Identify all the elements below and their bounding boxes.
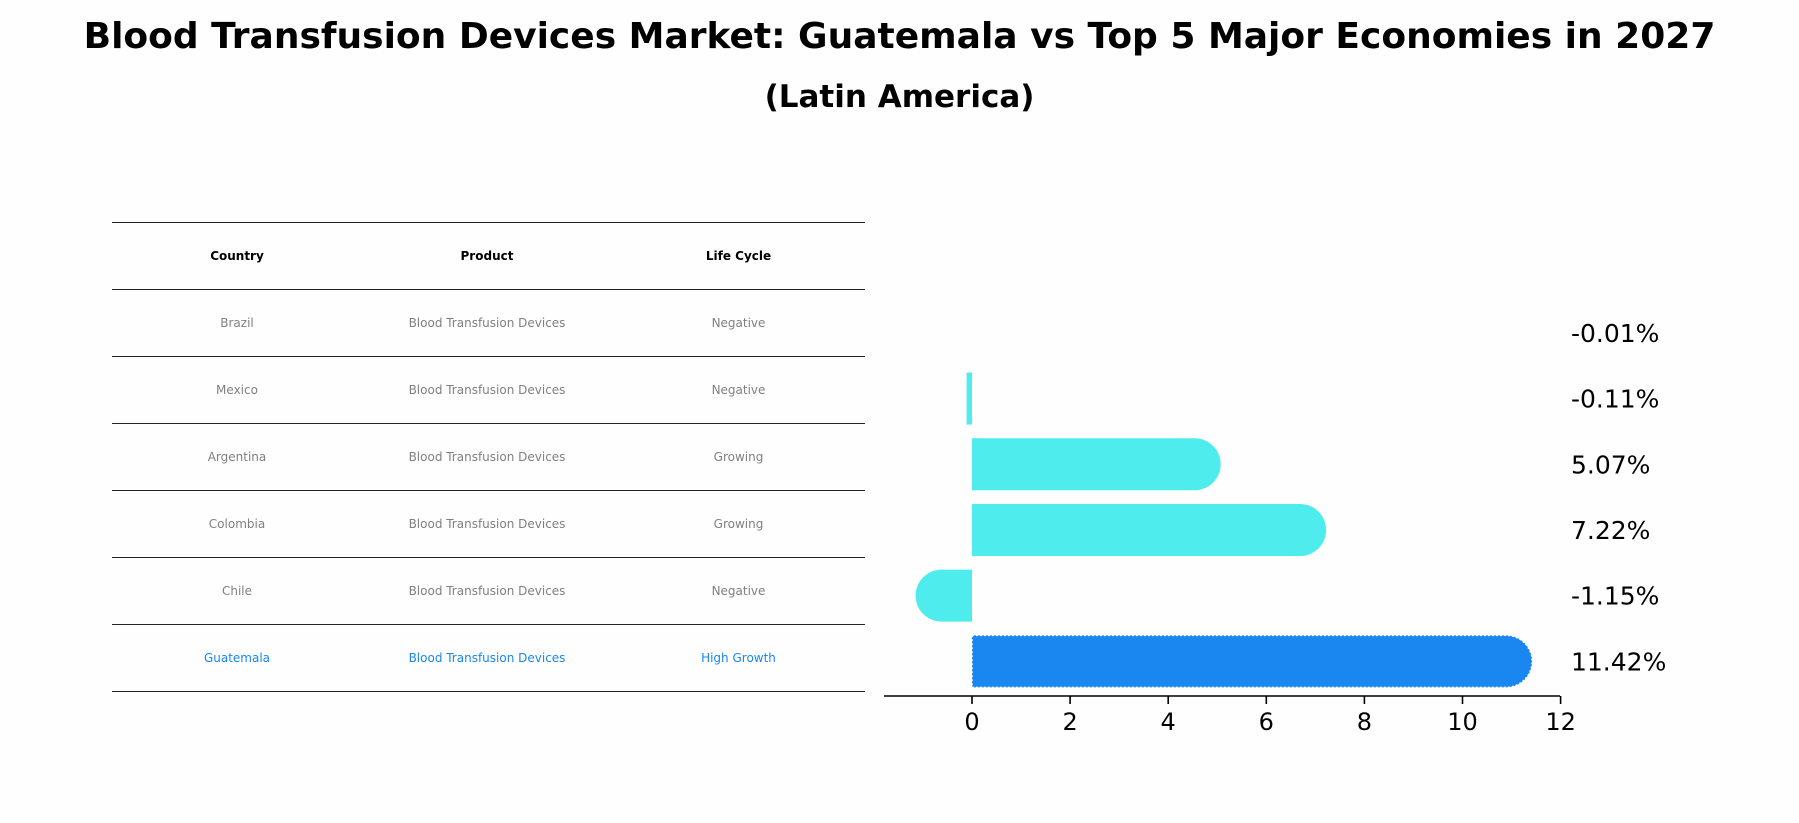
product-cell: Blood Transfusion Devices (362, 490, 612, 558)
header-country: Country (112, 222, 362, 290)
value-label: 5.07% (1571, 450, 1650, 479)
country-cell: Chile (112, 557, 362, 625)
country-cell: Mexico (112, 356, 362, 424)
life-cycle-cell: Growing (612, 423, 865, 491)
life-cycle-cell: Negative (612, 557, 865, 625)
x-tick-label: 10 (1447, 708, 1478, 736)
product-cell: Blood Transfusion Devices (362, 557, 612, 625)
table-row: Mexico Blood Transfusion Devices Negativ… (112, 356, 865, 424)
x-tick-label: 8 (1357, 708, 1372, 736)
value-label: 11.42% (1571, 647, 1666, 676)
x-tick-label: 2 (1062, 708, 1077, 736)
table-header-row: Country Product Life Cycle (112, 222, 865, 290)
header-life-cycle: Life Cycle (612, 222, 865, 290)
country-cell: Colombia (112, 490, 362, 558)
value-label: 7.22% (1571, 516, 1650, 545)
bar (915, 569, 972, 622)
x-tick-label: 4 (1161, 708, 1176, 736)
table-row: Chile Blood Transfusion Devices Negative (112, 557, 865, 625)
product-cell: Blood Transfusion Devices (362, 423, 612, 491)
x-tick-label: 0 (964, 708, 979, 736)
life-cycle-cell: High Growth (612, 624, 865, 692)
bar (972, 503, 1327, 556)
value-label: -0.11% (1571, 385, 1659, 414)
table-row-highlight: Guatemala Blood Transfusion Devices High… (112, 624, 865, 692)
chart-subtitle: (Latin America) (764, 79, 1035, 115)
bar (966, 372, 972, 425)
value-label: -0.01% (1571, 319, 1659, 348)
product-cell: Blood Transfusion Devices (362, 624, 612, 692)
life-cycle-cell: Growing (612, 490, 865, 558)
product-cell: Blood Transfusion Devices (362, 356, 612, 424)
life-cycle-cell: Negative (612, 356, 865, 424)
life-cycle-cell: Negative (612, 289, 865, 357)
country-cell: Guatemala (112, 624, 362, 692)
bar (972, 438, 1221, 491)
bar-highlight (971, 634, 1533, 689)
product-cell: Blood Transfusion Devices (362, 289, 612, 357)
x-tick-label: 6 (1259, 708, 1274, 736)
header-product: Product (362, 222, 612, 290)
x-tick-label: 12 (1545, 708, 1576, 736)
table-row: Argentina Blood Transfusion Devices Grow… (112, 423, 865, 491)
table-row: Brazil Blood Transfusion Devices Negativ… (112, 289, 865, 357)
country-table: Country Product Life Cycle Brazil Blood … (112, 222, 865, 692)
chart-title: Blood Transfusion Devices Market: Guatem… (83, 16, 1716, 57)
table-row: Colombia Blood Transfusion Devices Growi… (112, 490, 865, 558)
country-cell: Argentina (112, 423, 362, 491)
country-cell: Brazil (112, 289, 362, 357)
value-label: -1.15% (1571, 582, 1659, 611)
